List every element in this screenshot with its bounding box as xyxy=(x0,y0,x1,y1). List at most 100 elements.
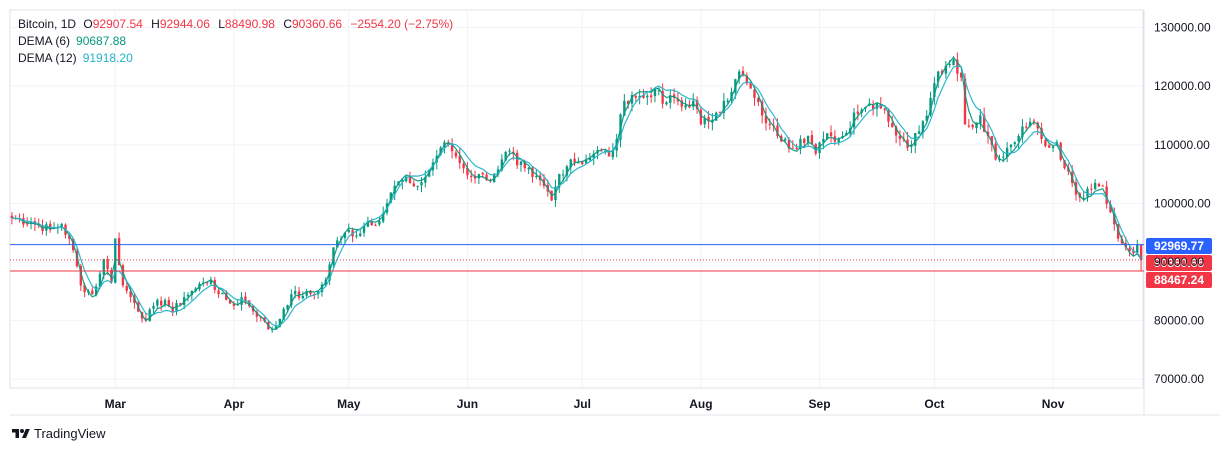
price-axis[interactable]: 70000.00 80000.00 90000.00 100000.00 110000.… xyxy=(1154,21,1211,387)
candle-body xyxy=(79,265,82,286)
candle-body xyxy=(508,150,511,152)
candle-body xyxy=(806,136,810,142)
dema6-name: DEMA (6) xyxy=(18,34,71,48)
candle xyxy=(450,138,454,159)
candle-body xyxy=(412,183,416,187)
y-tick-label: 80000.00 xyxy=(1154,314,1204,328)
candle-body xyxy=(883,109,886,111)
candle-body xyxy=(75,250,79,267)
candle xyxy=(737,69,741,84)
candle-body xyxy=(228,299,232,304)
dema6-row[interactable]: DEMA (6) 90687.88 xyxy=(18,33,453,50)
candle-body xyxy=(626,101,630,105)
candle-body xyxy=(1082,197,1085,199)
candle-body xyxy=(504,152,507,161)
candle xyxy=(106,255,109,275)
candle xyxy=(883,107,886,114)
candle xyxy=(175,299,178,316)
candle xyxy=(56,223,60,234)
x-tick-label: Oct xyxy=(924,397,944,411)
symbol-label[interactable]: Bitcoin, 1D xyxy=(18,17,77,31)
candle-body xyxy=(1059,142,1062,160)
candle xyxy=(1136,239,1139,253)
x-tick-label: Aug xyxy=(689,397,712,411)
candle-body xyxy=(695,99,699,109)
candle xyxy=(887,108,890,128)
candle-body xyxy=(669,95,672,103)
price-label-text: 88467.24 xyxy=(1154,273,1204,287)
candle xyxy=(558,173,561,193)
candle xyxy=(764,107,768,131)
dema6-line xyxy=(11,56,1142,331)
time-axis[interactable]: Mar Apr May Jun Jul Aug Sep Oct Nov xyxy=(105,397,1065,411)
price-label: 90360.66 xyxy=(1146,255,1212,271)
candle-body xyxy=(347,229,350,232)
candle-body xyxy=(757,98,760,103)
candle-body xyxy=(244,296,247,302)
candle xyxy=(531,166,534,183)
candle xyxy=(929,91,932,117)
candle xyxy=(1044,137,1047,148)
candle-body xyxy=(1139,244,1143,260)
chart-canvas[interactable]: 92969.77 90360.66 88467.24 70000.00 80000.0… xyxy=(0,0,1231,420)
candle-body xyxy=(500,159,504,171)
candle-body xyxy=(362,226,366,233)
candle-body xyxy=(799,138,802,150)
candle xyxy=(527,166,530,175)
candle xyxy=(416,185,419,191)
candle xyxy=(1025,122,1028,131)
candle xyxy=(871,100,875,116)
candle xyxy=(879,97,882,110)
dema6-value: 90687.88 xyxy=(76,34,127,48)
price-label-box xyxy=(1146,255,1212,271)
candle xyxy=(117,232,121,266)
x-tick-label: Apr xyxy=(224,397,245,411)
candle-body xyxy=(891,122,894,128)
candle xyxy=(611,143,615,160)
price-lines: 92969.77 90360.66 88467.24 xyxy=(10,238,1212,288)
candle xyxy=(301,291,305,300)
candle-body xyxy=(106,259,109,270)
candle-body xyxy=(470,175,473,178)
close-key: C xyxy=(283,17,292,31)
candle-body xyxy=(401,179,404,183)
candle-body xyxy=(531,167,534,178)
candle xyxy=(26,217,29,227)
candle-body xyxy=(248,300,251,306)
candle-body xyxy=(787,139,791,149)
candle-body xyxy=(255,311,259,317)
low-key: L xyxy=(218,17,225,31)
candle-body xyxy=(975,122,978,128)
candle-body xyxy=(569,159,572,168)
candle xyxy=(829,125,833,143)
candle-body xyxy=(359,233,362,236)
candle xyxy=(1128,245,1131,257)
candle-body xyxy=(948,64,951,66)
tradingview-brand[interactable]: TradingView xyxy=(10,426,106,441)
candle-body xyxy=(657,90,660,92)
candle xyxy=(1097,182,1101,187)
candle-body xyxy=(404,176,408,182)
candle-body xyxy=(175,302,178,312)
candle xyxy=(91,287,94,295)
candle-body xyxy=(1021,126,1024,137)
chart-legend: Bitcoin, 1D O92907.54 H92944.06 L88490.9… xyxy=(18,16,453,67)
candle-body xyxy=(703,118,706,125)
candle-body xyxy=(826,133,829,140)
candle-body xyxy=(760,101,764,116)
x-tick-label: Nov xyxy=(1042,397,1065,411)
candle-body xyxy=(630,94,634,104)
candle xyxy=(447,139,450,147)
candle-body xyxy=(462,163,465,169)
price-label-box xyxy=(1146,272,1212,288)
candle-body xyxy=(634,95,638,98)
candle-body xyxy=(133,296,136,304)
candle-body xyxy=(68,235,71,239)
dema12-row[interactable]: DEMA (12) 91918.20 xyxy=(18,50,453,67)
candle-body xyxy=(10,215,14,219)
candle-body xyxy=(898,135,902,139)
candle-body xyxy=(485,174,488,180)
candle xyxy=(1013,141,1016,148)
candle-body xyxy=(91,290,94,295)
candle-body xyxy=(680,100,683,107)
